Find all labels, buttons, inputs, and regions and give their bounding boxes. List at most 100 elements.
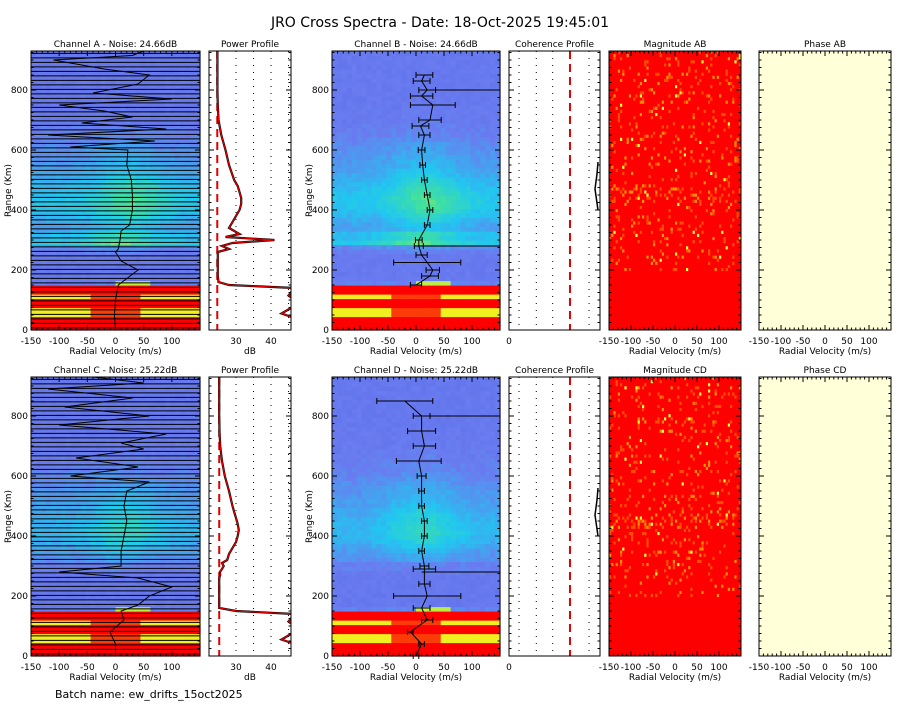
heatmap-cell [450,91,457,97]
x-tick-label: 40 [265,337,277,347]
heatmap-cell [391,96,397,102]
x-tick-label: 0 [506,337,512,347]
heatmap-cell [485,190,491,196]
heatmap-cell [351,186,358,192]
heatmap-cell [430,159,437,165]
heatmap-cell [411,294,417,300]
heatmap-cell [336,204,343,210]
heatmap-cell [396,321,402,327]
magnitude-cell [716,249,719,253]
heatmap-cell [371,181,377,187]
magnitude-cell [611,233,614,237]
heatmap-cell [470,267,476,273]
heatmap-cell [361,181,368,187]
heatmap-cell [406,294,412,300]
heatmap-cell [401,177,407,183]
heatmap-cell [346,127,353,133]
heatmap-cell [440,199,447,205]
heatmap-cell [455,312,461,318]
heatmap-cell [445,118,452,124]
heatmap-cell [470,136,476,142]
heatmap-cell [336,100,343,106]
heatmap-cell [411,64,417,70]
heatmap-cell [455,105,461,111]
heatmap-cell [396,199,402,205]
heatmap-cell [386,186,392,192]
heatmap-cell [391,177,397,183]
magnitude-cell [628,196,631,200]
heatmap-cell [416,303,422,309]
heatmap-cell [440,321,447,327]
heatmap-cell [445,127,452,133]
heatmap-cell [381,132,387,138]
heatmap-cell [346,195,353,201]
heatmap-cell [351,64,358,70]
heatmap-cell [460,289,466,295]
heatmap-cell [460,172,466,178]
heatmap-cell [361,321,368,327]
heatmap-cell [386,190,392,196]
heatmap-cell [371,159,377,165]
heatmap-cell [490,163,496,169]
magnitude-cell [736,215,739,219]
heatmap-cell [401,303,407,309]
heatmap-cell [470,114,476,120]
heatmap-cell [371,267,377,273]
heatmap-cell [485,150,491,156]
heatmap-cell [401,262,407,268]
magnitude-cell [694,215,697,219]
heatmap-cell [440,249,447,255]
heatmap-cell [485,186,491,192]
heatmap-cell [450,177,457,183]
heatmap-cell [401,253,407,259]
heatmap-cell [366,226,373,232]
magnitude-cell [615,240,618,244]
magnitude-cell [613,199,616,203]
heatmap-cell [445,240,452,246]
heatmap-cell [440,190,447,196]
heatmap-cell [425,195,432,201]
heatmap-cell [351,190,358,196]
x-tick-label: -100 [350,337,371,347]
heatmap-cell [386,312,392,318]
heatmap-cell [376,199,382,205]
heatmap-cell [386,262,392,268]
heatmap-cell [416,253,422,259]
magnitude-cell [723,240,726,244]
heatmap-cell [386,235,392,241]
heatmap-cell [351,177,358,183]
heatmap-cell [391,280,397,286]
heatmap-cell [465,109,471,115]
heatmap-cell [391,235,397,241]
heatmap-cell [460,69,466,75]
heatmap-cell [490,91,496,97]
heatmap-cell [470,60,476,66]
heatmap-cell [490,168,496,174]
heatmap-cell [475,100,481,106]
heatmap-cell [445,253,452,259]
heatmap-cell [480,136,486,142]
heatmap-cell [430,303,437,309]
heatmap-cell [366,136,373,142]
heatmap-cell [396,64,402,70]
heatmap-cell [366,168,373,174]
heatmap-cell [480,190,486,196]
heatmap-cell [406,118,412,124]
heatmap-cell [450,132,457,138]
heatmap-cell [440,136,447,142]
heatmap-cell [391,195,397,201]
heatmap-cell [485,109,491,115]
heatmap-cell [376,168,382,174]
heatmap-cell [465,136,471,142]
heatmap-cell [455,271,461,277]
heatmap-cell [475,73,481,79]
heatmap-cell [346,240,353,246]
heatmap-cell [361,132,368,138]
heatmap-cell [401,141,407,147]
heatmap-cell [351,204,358,210]
heatmap-cell [430,145,437,151]
heatmap-cell [480,105,486,111]
heatmap-cell [401,226,407,232]
heatmap-cell [416,141,422,147]
heatmap-cell [425,105,432,111]
